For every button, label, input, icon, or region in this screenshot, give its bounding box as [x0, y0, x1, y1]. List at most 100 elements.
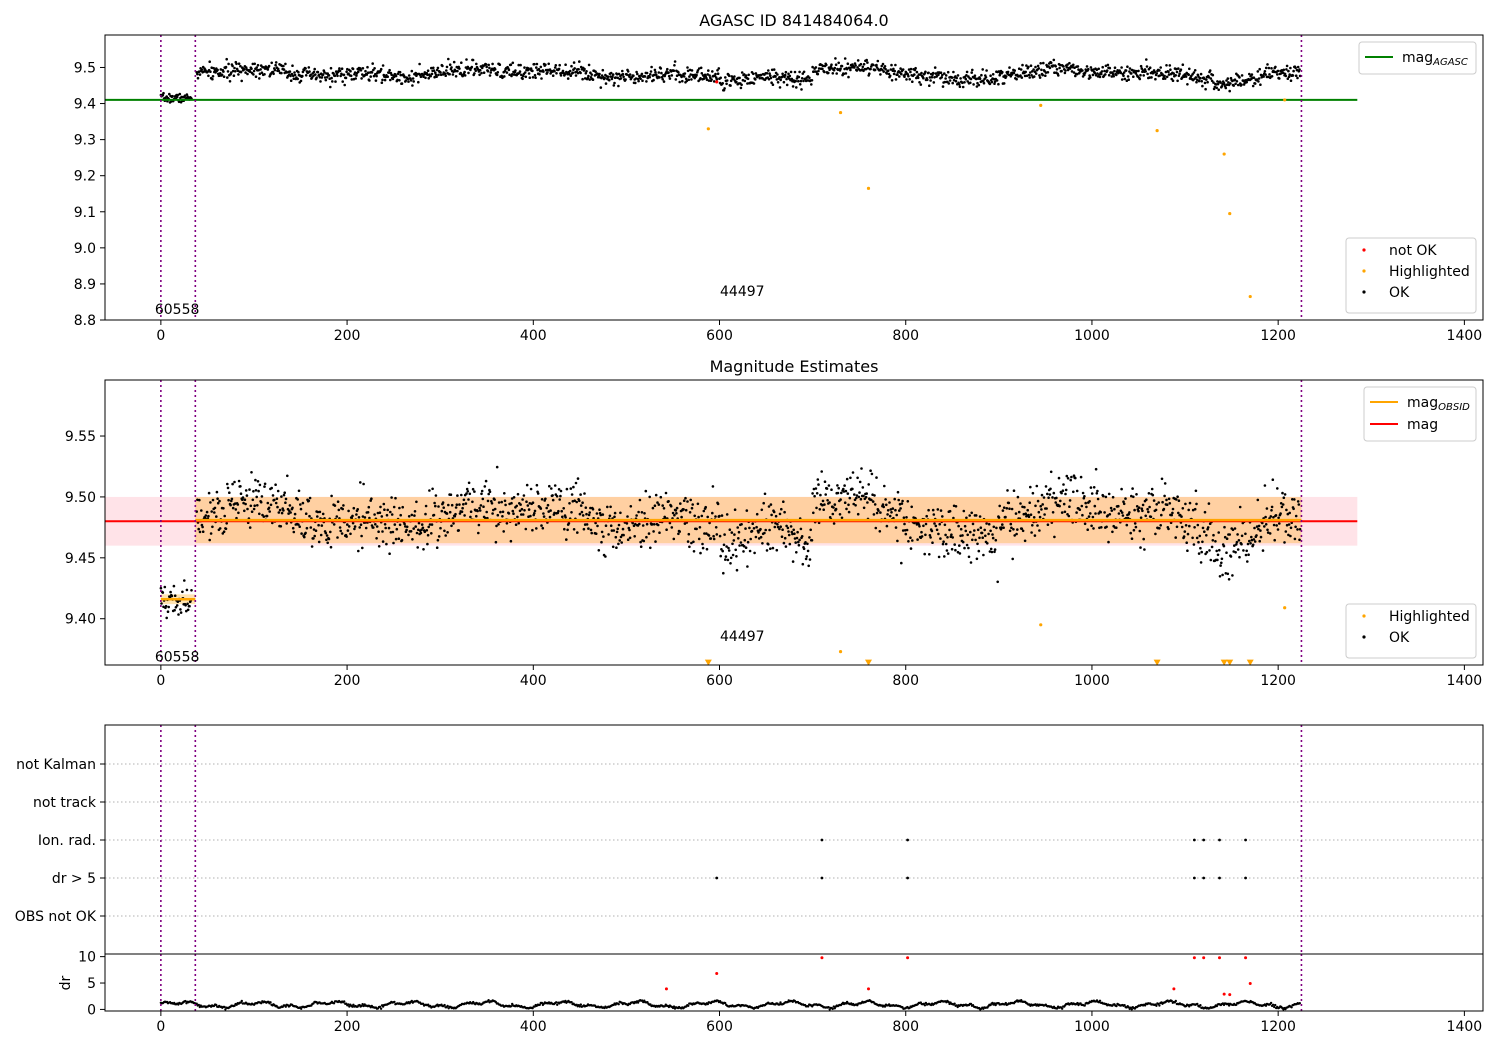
ok-point: [329, 66, 333, 70]
ok-point: [976, 542, 979, 546]
ok-point: [808, 536, 811, 539]
ok-point: [772, 510, 776, 514]
ok-point: [222, 75, 226, 78]
ok-point: [251, 498, 255, 502]
ok-point: [218, 72, 222, 75]
ok-point: [671, 511, 675, 515]
ok-point: [368, 516, 371, 520]
ok-point: [812, 511, 815, 515]
ok-point: [1177, 74, 1181, 78]
ok-point: [418, 62, 421, 66]
ok-point: [1217, 531, 1220, 534]
ok-point: [941, 85, 945, 88]
ok-point: [1075, 511, 1078, 514]
ok-point: [529, 67, 533, 70]
ok-point: [793, 532, 796, 535]
ok-point: [284, 497, 288, 501]
ok-point: [800, 535, 804, 538]
ok-point: [1113, 507, 1116, 511]
ok-point: [307, 499, 311, 503]
ok-point: [909, 536, 912, 539]
ok-point: [990, 550, 994, 554]
ok-point: [411, 84, 414, 87]
ok-point: [794, 79, 797, 83]
ok-point: [629, 505, 633, 508]
ok-point: [435, 546, 439, 549]
ok-point: [521, 74, 525, 78]
ok-point: [1199, 546, 1202, 550]
ok-point: [1031, 70, 1034, 73]
ok-point: [883, 65, 887, 68]
ok-point: [393, 523, 397, 526]
dr-point: [1199, 1004, 1202, 1007]
ok-point: [584, 72, 588, 75]
ok-point: [318, 510, 322, 514]
ok-point: [436, 538, 440, 542]
ok-point: [555, 495, 559, 498]
ok-point: [257, 68, 260, 72]
ok-point: [1120, 487, 1123, 491]
x-tick-label: 1400: [1447, 1019, 1483, 1035]
ok-point: [1145, 65, 1149, 68]
ok-point: [944, 542, 948, 546]
ok-point: [946, 552, 950, 555]
ok-point: [778, 86, 782, 89]
ok-point: [1175, 498, 1178, 501]
ok-point: [1023, 539, 1027, 543]
ok-point: [258, 483, 262, 487]
ok-point: [1095, 492, 1099, 495]
ok-point: [373, 67, 376, 70]
ok-point: [237, 479, 241, 483]
ok-point: [678, 530, 681, 533]
dr-point: [883, 1005, 887, 1008]
ok-point: [288, 70, 292, 73]
ok-point: [784, 70, 788, 74]
ok-point: [172, 584, 176, 588]
ok-point: [301, 74, 304, 78]
ok-point: [490, 500, 493, 503]
ok-point: [268, 510, 272, 513]
ok-point: [511, 509, 515, 513]
ok-point: [183, 94, 187, 97]
ok-point: [744, 527, 747, 530]
y-tick-label: 10: [78, 950, 96, 966]
ok-point: [900, 502, 904, 505]
ok-point: [686, 69, 690, 73]
ok-point: [1191, 536, 1194, 540]
ok-point: [342, 73, 346, 77]
ok-point: [783, 536, 787, 540]
ok-point: [743, 79, 747, 83]
ok-point: [984, 534, 987, 538]
ok-point: [638, 498, 642, 502]
ok-point: [1092, 486, 1096, 489]
ok-point: [617, 84, 620, 88]
ok-point: [1233, 78, 1237, 81]
ok-point: [1178, 72, 1181, 75]
highlighted-offscale-marker: [1226, 659, 1234, 666]
ok-point: [1194, 489, 1198, 493]
ok-point: [317, 73, 321, 77]
ok-point: [412, 80, 416, 83]
ok-point: [335, 515, 339, 518]
ok-point: [899, 507, 902, 510]
ok-point: [1176, 79, 1179, 83]
x-tick-label: 600: [706, 673, 733, 689]
ok-point: [421, 526, 425, 530]
ok-point: [1008, 66, 1011, 69]
ok-point: [424, 76, 427, 80]
ok-point: [1205, 550, 1209, 554]
ok-point: [542, 515, 546, 518]
ok-point: [366, 71, 370, 74]
ok-point: [1294, 66, 1297, 70]
ok-point: [871, 500, 875, 503]
ok-point: [716, 72, 720, 75]
ok-point: [178, 92, 182, 96]
x-tick-label: 400: [520, 328, 547, 344]
ok-point: [590, 73, 593, 76]
ok-point: [554, 64, 558, 67]
ok-point: [858, 480, 862, 484]
ok-point: [928, 76, 932, 79]
ok-point: [859, 497, 863, 501]
ok-point: [1272, 70, 1276, 74]
